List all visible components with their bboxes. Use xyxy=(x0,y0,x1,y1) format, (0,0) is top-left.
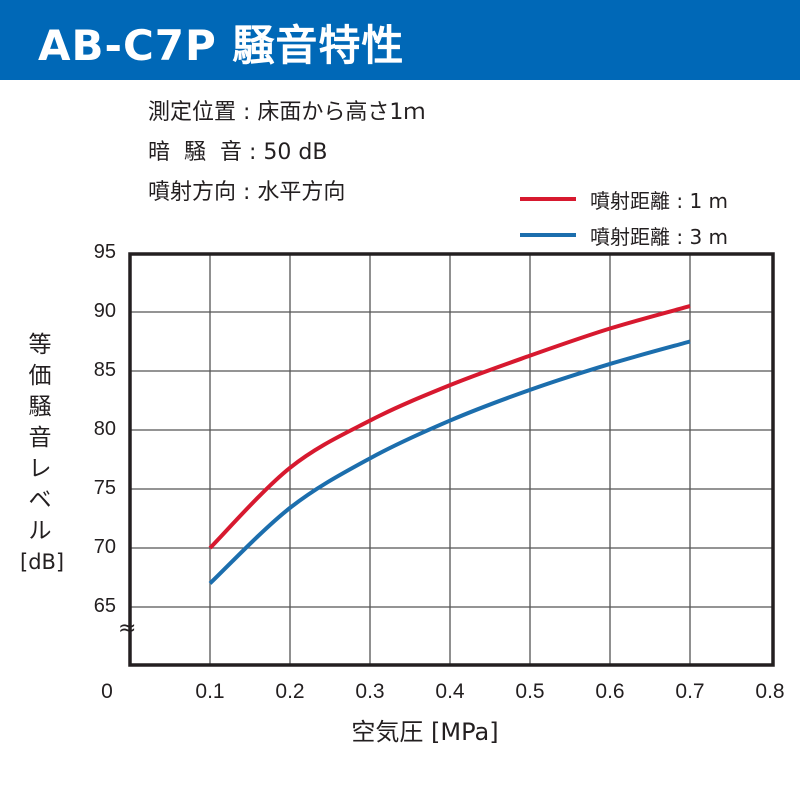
y-label-char: レ xyxy=(28,456,52,482)
x-tick: 0 xyxy=(101,680,113,703)
x-tick: 0.7 xyxy=(675,680,705,703)
plot-frame xyxy=(128,252,775,667)
condition-background-noise: 暗 騒 音 : 50 dB xyxy=(148,140,328,165)
grid-lines xyxy=(130,254,773,665)
x-tick: 0.6 xyxy=(595,680,625,703)
condition-spray-direction: 噴射方向 : 水平方向 xyxy=(148,180,346,205)
y-tick: 65 xyxy=(93,595,116,617)
x-tick: 0.8 xyxy=(755,680,785,703)
legend-label: 噴射距離 : 1 m xyxy=(590,188,729,213)
x-tick: 0.4 xyxy=(435,680,465,703)
y-label-char: ベ xyxy=(28,487,52,513)
x-axis-label: 空気圧 [MPa] xyxy=(351,718,499,746)
series-3m-line xyxy=(208,339,691,585)
y-tick: 95 xyxy=(93,241,116,263)
condition-measurement-position: 測定位置 : 床面から高さ1ｍ xyxy=(148,100,426,125)
y-tick: 70 xyxy=(93,536,116,558)
series-1m-line xyxy=(208,304,691,550)
legend-red-line-icon xyxy=(520,197,576,201)
axis-break-icon: ≈ xyxy=(118,616,137,641)
x-tick: 0.2 xyxy=(275,680,305,703)
y-label-char: ル xyxy=(28,518,52,544)
page-title: AB-C7P 騒音特性 xyxy=(38,21,405,70)
legend-label: 噴射距離 : 3 m xyxy=(590,224,729,249)
legend-item-1m: 噴射距離 : 1 m xyxy=(520,186,729,213)
y-axis-label: 等 価 騒 音 レ ベ ル [dB] xyxy=(20,330,65,578)
x-tick: 0.5 xyxy=(515,680,545,703)
y-tick: 75 xyxy=(93,477,116,499)
y-tick: 85 xyxy=(93,359,116,381)
legend-item-3m: 噴射距離 : 3 m xyxy=(520,222,729,249)
legend-blue-line-icon xyxy=(520,233,576,237)
y-label-unit: [dB] xyxy=(20,550,65,574)
y-label-char: 騒 xyxy=(28,394,52,420)
y-label-char: 等 xyxy=(28,332,52,358)
y-tick: 80 xyxy=(93,418,116,440)
x-tick: 0.3 xyxy=(355,680,385,703)
y-label-char: 価 xyxy=(28,363,52,389)
x-tick: 0.1 xyxy=(195,680,225,703)
y-label-char: 音 xyxy=(28,425,52,451)
y-tick: 90 xyxy=(93,300,116,322)
title-banner: AB-C7P 騒音特性 xyxy=(0,0,800,80)
